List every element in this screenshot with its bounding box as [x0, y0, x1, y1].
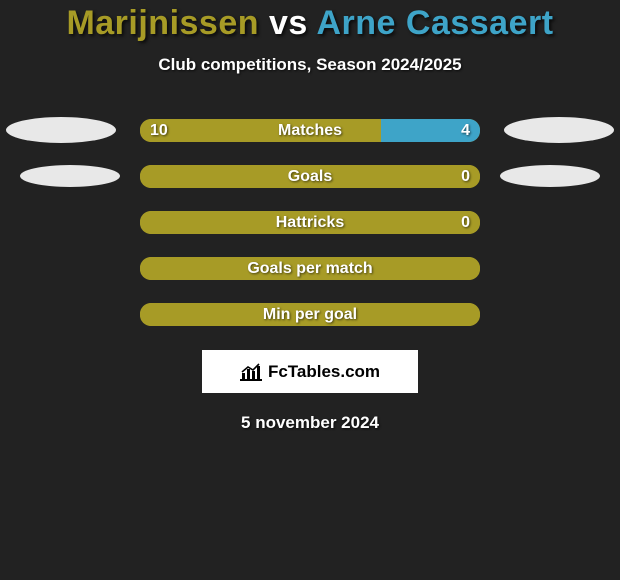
stat-row: 0Goals [0, 165, 620, 188]
stat-value-right: 4 [461, 119, 470, 142]
player2-name: Arne Cassaert [316, 4, 553, 42]
stat-row: Min per goal [0, 303, 620, 326]
bar-track [140, 165, 480, 188]
chart-icon [240, 363, 262, 381]
bar-left [140, 303, 480, 326]
bar-track [140, 211, 480, 234]
page-title: Marijnissen vs Arne Cassaert [0, 4, 620, 43]
stat-row: 0Hattricks [0, 211, 620, 234]
ellipse-left [20, 165, 120, 187]
stats-rows: 104Matches0Goals0HattricksGoals per matc… [0, 119, 620, 326]
bar-track [140, 119, 480, 142]
ellipse-right [504, 117, 614, 143]
bar-track [140, 257, 480, 280]
ellipse-right [500, 165, 600, 187]
bar-track [140, 303, 480, 326]
brand-box: FcTables.com [202, 350, 418, 393]
stat-row: Goals per match [0, 257, 620, 280]
bar-left [140, 119, 381, 142]
player1-name: Marijnissen [66, 4, 259, 42]
bar-left [140, 211, 480, 234]
subtitle: Club competitions, Season 2024/2025 [0, 55, 620, 75]
vs-text: vs [259, 4, 316, 42]
bar-left [140, 165, 480, 188]
bar-left [140, 257, 480, 280]
brand-text: FcTables.com [268, 362, 380, 382]
date-text: 5 november 2024 [0, 413, 620, 433]
stat-value-right: 0 [461, 165, 470, 188]
stat-row: 104Matches [0, 119, 620, 142]
stat-value-left: 10 [150, 119, 168, 142]
stat-value-right: 0 [461, 211, 470, 234]
ellipse-left [6, 117, 116, 143]
